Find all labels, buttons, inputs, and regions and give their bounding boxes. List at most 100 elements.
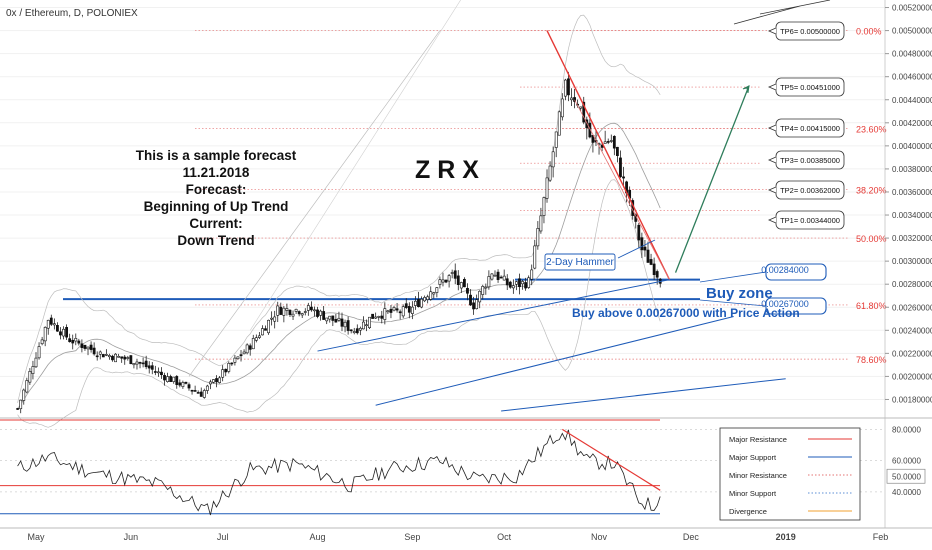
candle-body[interactable] — [527, 277, 531, 288]
candle-body[interactable] — [484, 286, 488, 289]
candle-body[interactable] — [52, 323, 56, 326]
candle-body[interactable] — [34, 357, 38, 368]
candle-body[interactable] — [288, 309, 292, 315]
candle-body[interactable] — [383, 308, 387, 320]
candle-body[interactable] — [68, 338, 72, 343]
candle-body[interactable] — [481, 286, 485, 295]
candle-body[interactable] — [407, 306, 411, 313]
candlesticks[interactable] — [16, 71, 662, 414]
candle-body[interactable] — [524, 282, 528, 289]
candle-body[interactable] — [230, 362, 234, 365]
candle-body[interactable] — [276, 305, 280, 316]
candle-body[interactable] — [426, 296, 430, 300]
candle-body[interactable] — [456, 275, 460, 286]
candle-body[interactable] — [169, 376, 173, 382]
candle-body[interactable] — [175, 376, 179, 385]
candle-body[interactable] — [462, 278, 466, 288]
candle-body[interactable] — [245, 344, 249, 354]
candle-body[interactable] — [316, 309, 319, 317]
candle-body[interactable] — [267, 319, 270, 334]
candle-body[interactable] — [652, 263, 656, 275]
candle-body[interactable] — [518, 278, 521, 288]
candle-body[interactable] — [227, 363, 231, 372]
candle-body[interactable] — [380, 315, 384, 319]
candle-body[interactable] — [612, 135, 616, 149]
candle-body[interactable] — [22, 389, 26, 401]
candle-body[interactable] — [178, 382, 182, 386]
candle-body[interactable] — [202, 390, 206, 398]
candle-body[interactable] — [640, 237, 644, 251]
candle-body[interactable] — [236, 356, 240, 360]
candle-body[interactable] — [108, 355, 111, 358]
candle-body[interactable] — [368, 316, 371, 329]
candle-body[interactable] — [279, 306, 283, 315]
candle-body[interactable] — [328, 315, 332, 320]
candle-body[interactable] — [622, 176, 625, 179]
candle-body[interactable] — [472, 302, 475, 310]
candle-body[interactable] — [126, 357, 130, 359]
candle-body[interactable] — [95, 355, 99, 358]
candle-body[interactable] — [346, 320, 350, 331]
candle-body[interactable] — [309, 306, 313, 311]
candle-body[interactable] — [209, 381, 212, 385]
candle-body[interactable] — [435, 287, 439, 293]
candle-body[interactable] — [101, 354, 105, 358]
candle-body[interactable] — [129, 355, 133, 365]
candle-body[interactable] — [111, 355, 114, 361]
candle-body[interactable] — [389, 308, 393, 313]
candle-body[interactable] — [404, 303, 408, 308]
candle-body[interactable] — [515, 281, 518, 285]
candle-body[interactable] — [254, 337, 258, 341]
candle-body[interactable] — [150, 365, 154, 370]
candle-body[interactable] — [46, 319, 50, 329]
candle-body[interactable] — [300, 313, 304, 316]
candle-body[interactable] — [114, 353, 117, 363]
candle-body[interactable] — [545, 177, 549, 199]
candle-body[interactable] — [282, 307, 286, 316]
candle-body[interactable] — [184, 381, 188, 384]
candle-body[interactable] — [86, 346, 90, 350]
candle-body[interactable] — [104, 354, 108, 356]
candle-body[interactable] — [37, 346, 41, 359]
candle-body[interactable] — [273, 316, 277, 322]
candle-body[interactable] — [438, 279, 442, 285]
candle-body[interactable] — [573, 97, 576, 102]
candle-body[interactable] — [337, 317, 341, 321]
candle-body[interactable] — [358, 327, 362, 331]
candle-body[interactable] — [221, 369, 225, 378]
candle-body[interactable] — [40, 339, 44, 345]
candle-body[interactable] — [322, 311, 326, 320]
candle-body[interactable] — [496, 271, 500, 280]
candle-body[interactable] — [606, 141, 610, 143]
candle-body[interactable] — [264, 328, 267, 331]
candle-body[interactable] — [83, 344, 87, 349]
oscillator-pane[interactable]: Major Resistance Major Support Minor Resis… — [0, 419, 926, 521]
candle-body[interactable] — [43, 327, 47, 342]
candle-body[interactable] — [19, 399, 23, 410]
candle-body[interactable] — [120, 356, 124, 359]
candle-body[interactable] — [536, 228, 540, 247]
candle-body[interactable] — [646, 249, 650, 263]
candle-body[interactable] — [190, 389, 194, 392]
candle-body[interactable] — [294, 308, 298, 312]
candle-body[interactable] — [56, 325, 59, 332]
candle-body[interactable] — [98, 351, 102, 355]
candle-body[interactable] — [89, 344, 93, 350]
candle-body[interactable] — [649, 259, 653, 265]
candle-body[interactable] — [615, 146, 619, 156]
candle-body[interactable] — [548, 165, 552, 181]
candle-body[interactable] — [212, 379, 215, 383]
candle-body[interactable] — [224, 368, 228, 373]
candle-body[interactable] — [319, 310, 322, 316]
candle-body[interactable] — [619, 157, 622, 178]
candle-body[interactable] — [450, 272, 454, 274]
candle-body[interactable] — [466, 287, 469, 294]
candle-body[interactable] — [147, 365, 151, 369]
candle-body[interactable] — [163, 375, 166, 381]
candle-body[interactable] — [560, 98, 564, 118]
candle-body[interactable] — [25, 380, 29, 393]
candle-body[interactable] — [193, 390, 197, 392]
candle-body[interactable] — [65, 327, 69, 338]
candle-body[interactable] — [313, 309, 316, 312]
